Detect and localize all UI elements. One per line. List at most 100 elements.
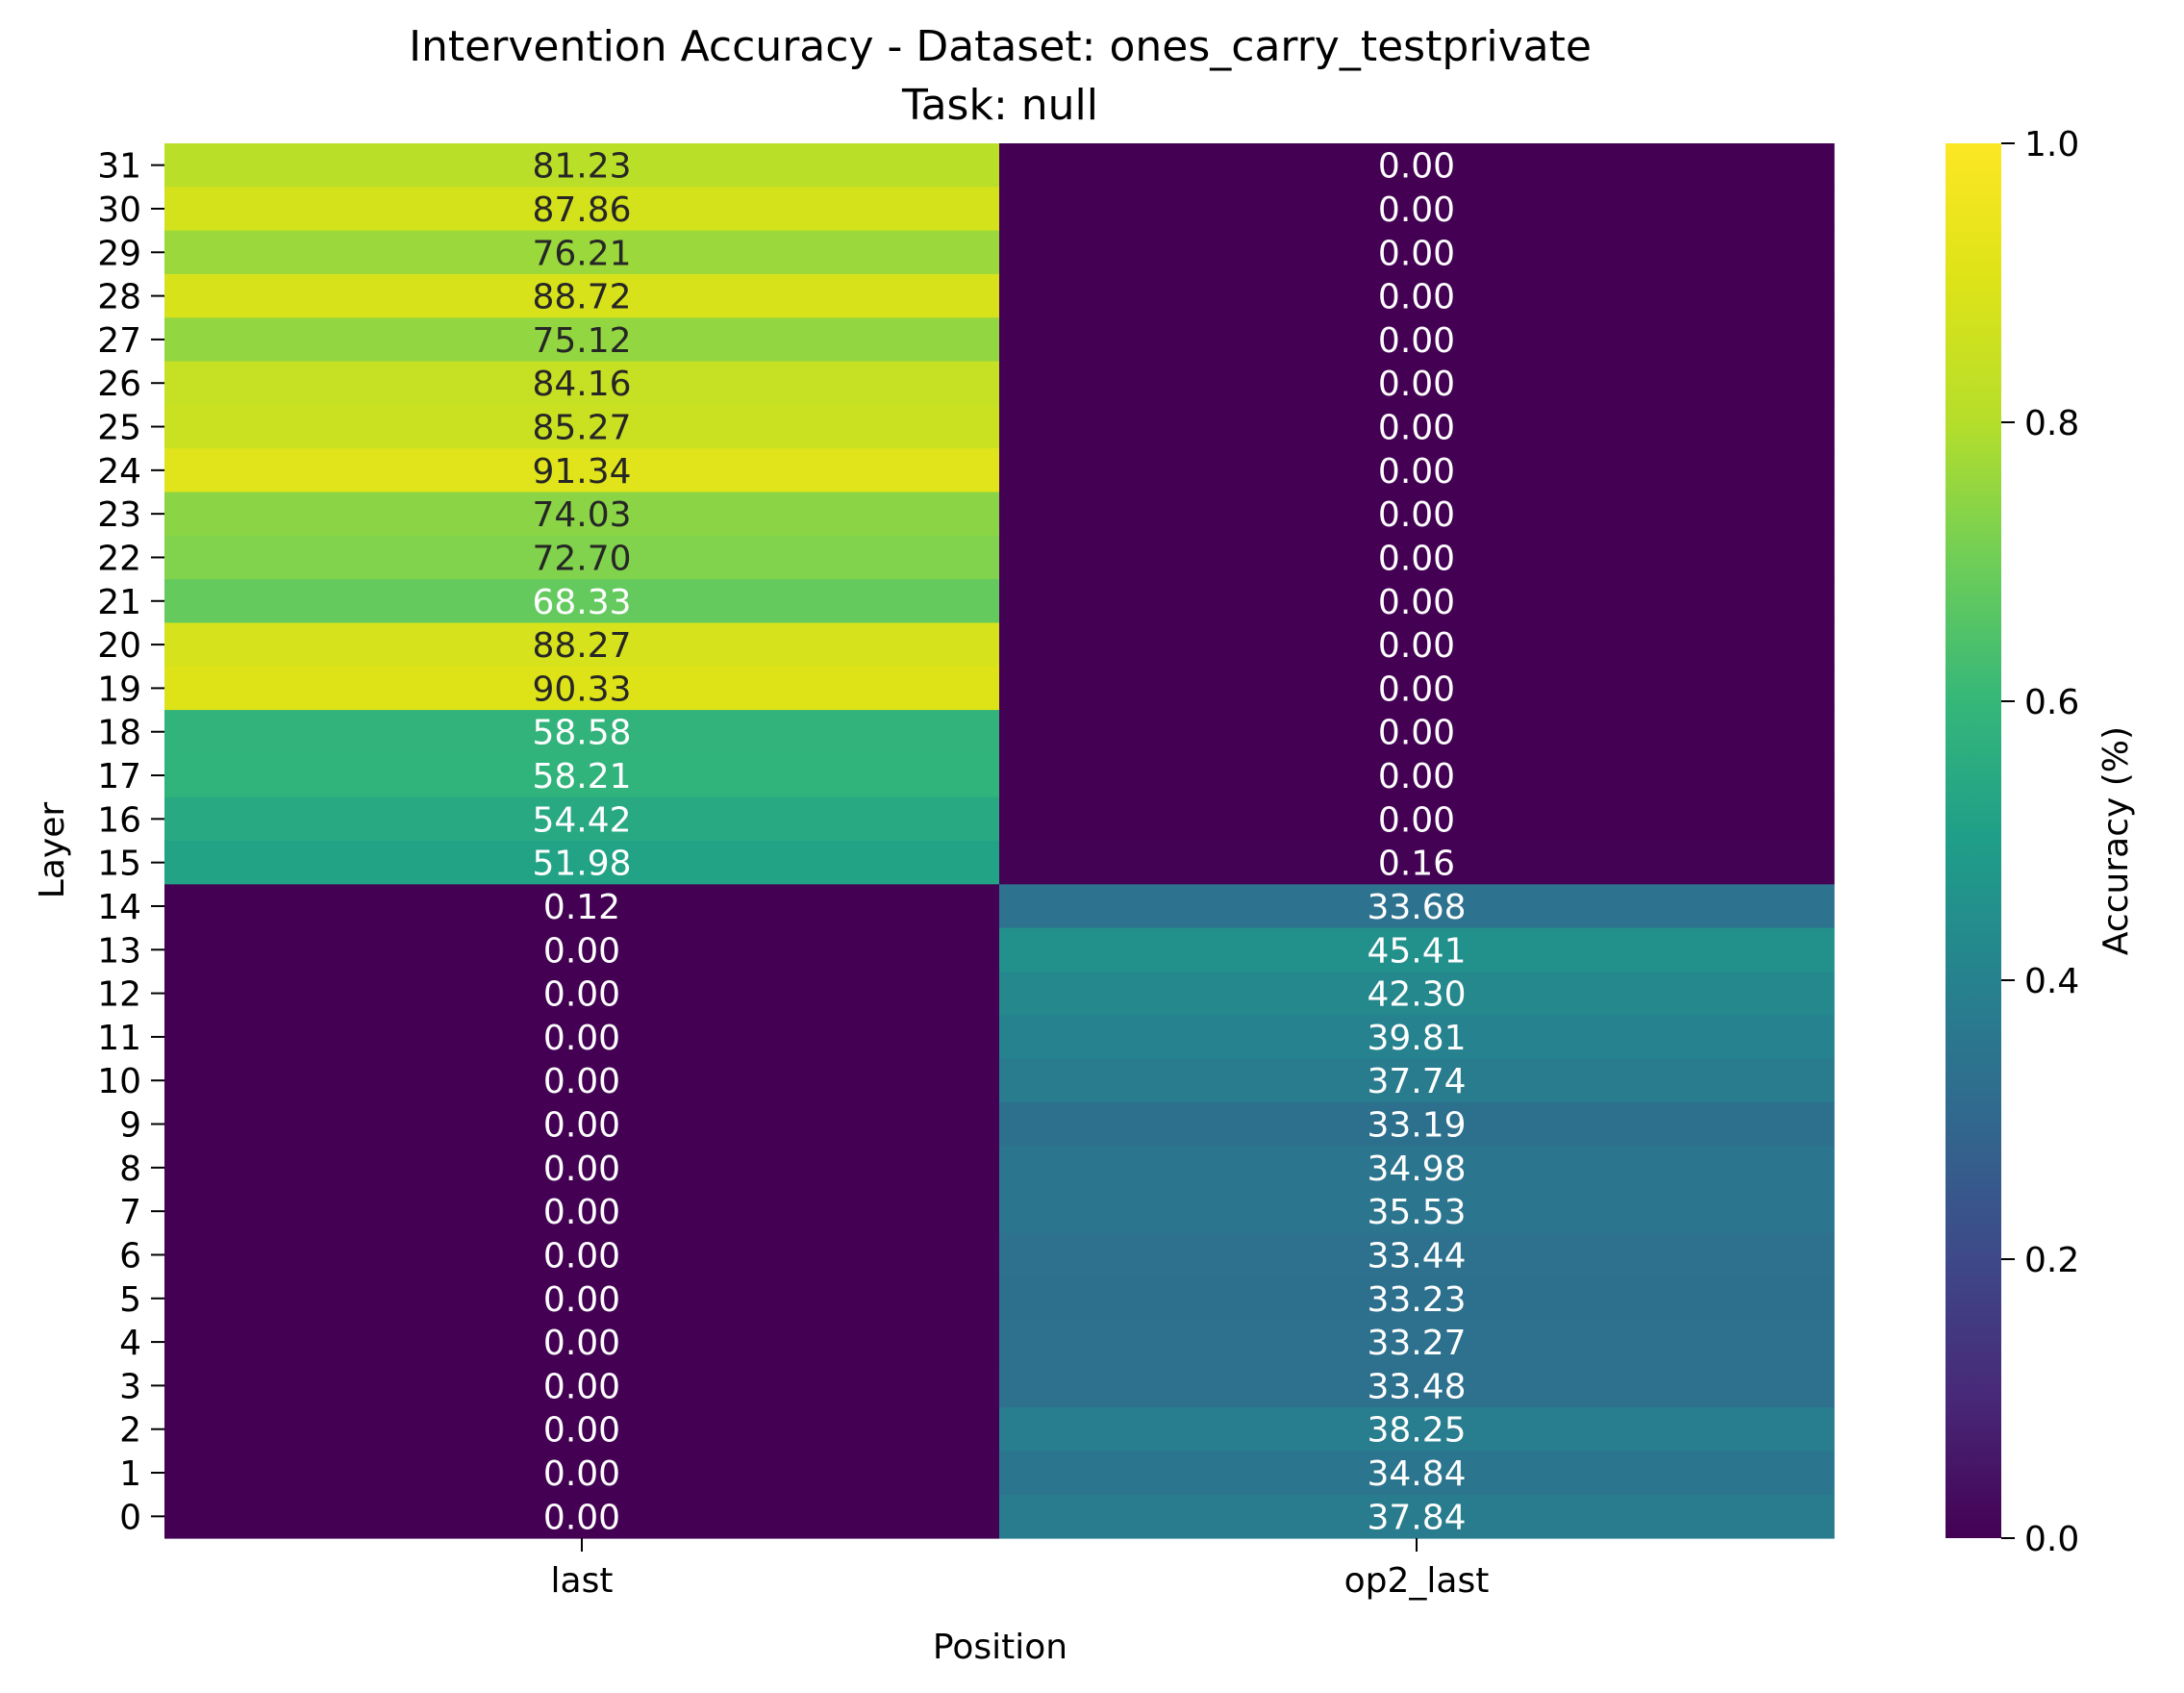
heatmap-cell — [999, 1189, 1835, 1234]
heatmap-cell — [999, 710, 1835, 754]
heatmap-cell — [999, 841, 1835, 885]
cell-value-label: 0.00 — [1378, 452, 1455, 492]
heatmap-cell — [999, 1276, 1835, 1322]
cell-value-label: 0.00 — [543, 1019, 620, 1058]
cell-value-label: 91.34 — [532, 452, 631, 492]
heatmap-cell — [164, 187, 1000, 232]
y-tick-label: 0 — [119, 1498, 141, 1537]
heatmap-cell — [164, 927, 1000, 973]
heatmap-cell — [164, 404, 1000, 449]
heatmap-cell — [164, 230, 1000, 275]
y-tick-label: 11 — [97, 1019, 141, 1058]
y-tick-label: 12 — [97, 975, 141, 1015]
y-tick-label: 22 — [97, 539, 141, 578]
y-tick-label: 17 — [97, 757, 141, 796]
heatmap-cell — [164, 1015, 1000, 1060]
x-tick-label: last — [551, 1561, 614, 1601]
heatmap-cell — [164, 971, 1000, 1016]
heatmap-cell — [164, 1232, 1000, 1277]
cell-value-label: 85.27 — [532, 409, 631, 448]
y-tick-label: 26 — [97, 365, 141, 404]
cell-value-label: 0.00 — [1378, 234, 1455, 273]
heatmap-cell — [999, 796, 1835, 842]
heatmap-cell — [164, 1146, 1000, 1191]
cell-value-label: 0.00 — [1378, 539, 1455, 578]
cell-value-label: 0.00 — [543, 1236, 620, 1276]
heatmap-cell — [999, 273, 1835, 318]
cell-value-label: 0.00 — [1378, 757, 1455, 796]
y-tick-label: 27 — [97, 321, 141, 361]
cell-value-label: 0.00 — [1378, 800, 1455, 840]
heatmap-cell — [164, 535, 1000, 580]
cell-value-label: 0.00 — [543, 1280, 620, 1320]
y-tick-label: 19 — [97, 670, 141, 709]
cell-value-label: 33.68 — [1367, 888, 1466, 927]
y-tick-label: 5 — [119, 1280, 141, 1320]
cell-value-label: 33.48 — [1367, 1367, 1466, 1406]
cell-value-label: 84.16 — [532, 365, 631, 404]
heatmap-cell — [999, 1320, 1835, 1365]
y-tick-label: 14 — [97, 888, 141, 927]
heatmap-cell — [164, 361, 1000, 406]
cell-value-label: 0.00 — [1378, 278, 1455, 317]
heatmap-cell — [164, 579, 1000, 624]
cell-value-label: 0.00 — [1378, 670, 1455, 709]
y-tick-label: 3 — [119, 1367, 141, 1406]
cell-value-label: 75.12 — [532, 321, 631, 361]
heatmap-cell — [164, 143, 1000, 188]
y-tick-label: 9 — [119, 1106, 141, 1146]
cell-value-label: 0.00 — [543, 975, 620, 1015]
heatmap-cell — [164, 1189, 1000, 1234]
heatmap-cell — [164, 1494, 1000, 1539]
heatmap-cell — [164, 796, 1000, 842]
heatmap-cell — [999, 753, 1835, 798]
heatmap-cell — [999, 535, 1835, 580]
y-tick-label: 23 — [97, 495, 141, 535]
heatmap-cell — [164, 1276, 1000, 1322]
heatmap-cell — [164, 1451, 1000, 1496]
heatmap-cell — [999, 317, 1835, 363]
cell-value-label: 90.33 — [532, 670, 631, 709]
chart-title: Intervention Accuracy - Dataset: ones_ca… — [409, 22, 1592, 71]
y-tick-label: 8 — [119, 1150, 141, 1189]
heatmap-cell — [999, 143, 1835, 188]
heatmap-cell — [164, 1101, 1000, 1147]
colorbar-tick-label: 0.6 — [2024, 683, 2079, 722]
cell-value-label: 34.84 — [1367, 1454, 1466, 1494]
y-tick-label: 18 — [97, 714, 141, 753]
cell-value-label: 74.03 — [532, 495, 631, 535]
cell-value-label: 0.12 — [543, 888, 620, 927]
cell-value-label: 88.72 — [532, 278, 631, 317]
heatmap-cell — [999, 884, 1835, 929]
heatmap-cell — [164, 1058, 1000, 1103]
cell-value-label: 0.00 — [543, 1106, 620, 1146]
y-tick-label: 24 — [97, 452, 141, 492]
colorbar-tick-label: 0.4 — [2024, 962, 2079, 1001]
cell-value-label: 0.00 — [1378, 495, 1455, 535]
cell-value-label: 0.00 — [1378, 583, 1455, 622]
cell-value-label: 38.25 — [1367, 1411, 1466, 1451]
cell-value-label: 0.00 — [1378, 321, 1455, 361]
cell-value-label: 0.00 — [543, 931, 620, 971]
colorbar-tick-label: 0.8 — [2024, 404, 2079, 443]
y-tick-label: 30 — [97, 190, 141, 230]
cell-value-label: 33.27 — [1367, 1324, 1466, 1363]
colorbar-tick-label: 1.0 — [2024, 125, 2079, 164]
colorbar-label: Accuracy (%) — [2096, 726, 2136, 955]
heatmap-cell — [999, 579, 1835, 624]
cell-value-label: 54.42 — [532, 800, 631, 840]
y-tick-label: 29 — [97, 234, 141, 273]
cell-value-label: 39.81 — [1367, 1019, 1466, 1058]
heatmap-cell — [999, 1363, 1835, 1408]
cell-value-label: 88.27 — [532, 626, 631, 666]
heatmap-cell — [164, 666, 1000, 711]
x-axis: last op2_last — [551, 1538, 1489, 1601]
cell-value-label: 68.33 — [532, 583, 631, 622]
cell-value-label: 0.16 — [1378, 845, 1455, 884]
cell-value-label: 35.53 — [1367, 1193, 1466, 1232]
y-tick-label: 10 — [97, 1062, 141, 1101]
y-tick-label: 2 — [119, 1411, 141, 1451]
cell-value-label: 0.00 — [543, 1454, 620, 1494]
heatmap-cell — [164, 273, 1000, 318]
